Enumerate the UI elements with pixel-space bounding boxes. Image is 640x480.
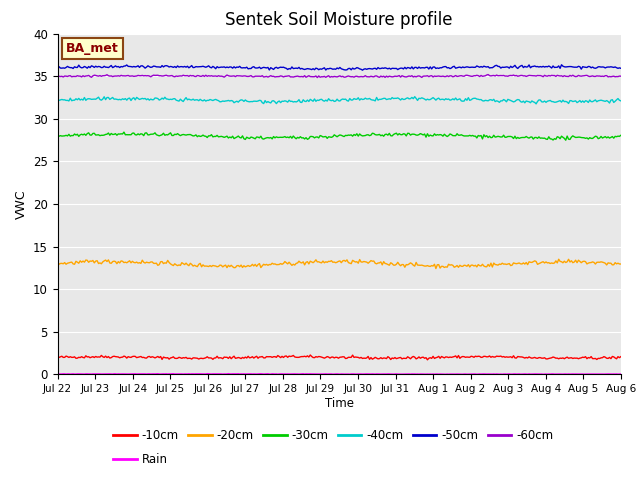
-10cm bbox=[424, 357, 431, 363]
-40cm bbox=[122, 96, 129, 101]
-50cm bbox=[122, 63, 129, 69]
-20cm bbox=[54, 263, 61, 268]
-60cm bbox=[465, 72, 472, 78]
-30cm bbox=[562, 137, 570, 143]
Rain bbox=[617, 371, 625, 377]
-30cm bbox=[410, 131, 417, 137]
Line: -40cm: -40cm bbox=[58, 96, 621, 104]
Title: Sentek Soil Moisture profile: Sentek Soil Moisture profile bbox=[225, 11, 453, 29]
-60cm bbox=[617, 73, 625, 79]
-60cm bbox=[276, 73, 284, 79]
-50cm bbox=[557, 62, 565, 68]
Rain bbox=[540, 372, 547, 377]
-30cm bbox=[54, 132, 61, 138]
-20cm bbox=[122, 259, 129, 265]
Line: -60cm: -60cm bbox=[58, 74, 621, 78]
-10cm bbox=[617, 354, 625, 360]
-30cm bbox=[617, 132, 625, 138]
-40cm bbox=[465, 95, 472, 100]
-10cm bbox=[54, 354, 61, 360]
-30cm bbox=[465, 133, 472, 139]
-60cm bbox=[410, 74, 417, 80]
X-axis label: Time: Time bbox=[324, 397, 354, 410]
Line: -20cm: -20cm bbox=[58, 259, 621, 268]
-10cm bbox=[276, 355, 284, 360]
-60cm bbox=[484, 72, 492, 77]
-40cm bbox=[461, 96, 469, 102]
-60cm bbox=[237, 73, 245, 79]
-10cm bbox=[122, 354, 129, 360]
-20cm bbox=[465, 262, 472, 267]
Line: -10cm: -10cm bbox=[58, 355, 621, 360]
-20cm bbox=[461, 263, 469, 268]
-60cm bbox=[314, 75, 321, 81]
-50cm bbox=[358, 67, 366, 73]
-50cm bbox=[617, 65, 625, 71]
-50cm bbox=[461, 64, 469, 70]
Line: -50cm: -50cm bbox=[58, 65, 621, 70]
-10cm bbox=[307, 352, 314, 358]
-50cm bbox=[54, 65, 61, 71]
-60cm bbox=[54, 73, 61, 79]
-50cm bbox=[237, 65, 245, 71]
-60cm bbox=[122, 73, 129, 79]
-60cm bbox=[461, 72, 469, 78]
-10cm bbox=[463, 354, 471, 360]
-20cm bbox=[617, 261, 625, 267]
-10cm bbox=[410, 354, 417, 360]
Rain bbox=[278, 371, 286, 377]
-40cm bbox=[237, 97, 245, 103]
-20cm bbox=[237, 262, 245, 268]
Text: BA_met: BA_met bbox=[66, 42, 119, 55]
Line: -30cm: -30cm bbox=[58, 132, 621, 140]
Rain bbox=[122, 371, 129, 377]
-40cm bbox=[408, 95, 416, 100]
Rain bbox=[239, 371, 246, 377]
-30cm bbox=[120, 129, 128, 135]
-10cm bbox=[237, 356, 245, 361]
-50cm bbox=[276, 64, 284, 70]
Y-axis label: VWC: VWC bbox=[15, 189, 28, 219]
-30cm bbox=[461, 133, 469, 139]
-50cm bbox=[465, 64, 472, 70]
-50cm bbox=[410, 66, 417, 72]
-40cm bbox=[532, 101, 540, 107]
-10cm bbox=[466, 354, 474, 360]
Rain bbox=[204, 371, 211, 376]
-40cm bbox=[411, 94, 419, 99]
Rain bbox=[461, 371, 469, 377]
Legend: Rain: Rain bbox=[109, 448, 172, 471]
-30cm bbox=[239, 133, 246, 139]
-20cm bbox=[408, 261, 416, 266]
Line: Rain: Rain bbox=[58, 373, 621, 374]
Rain bbox=[465, 371, 472, 377]
-20cm bbox=[432, 265, 440, 271]
-20cm bbox=[555, 256, 563, 262]
-20cm bbox=[276, 261, 284, 266]
-40cm bbox=[617, 98, 625, 104]
-40cm bbox=[54, 97, 61, 103]
Rain bbox=[54, 371, 61, 377]
-30cm bbox=[278, 134, 286, 140]
-30cm bbox=[123, 132, 131, 138]
-40cm bbox=[276, 100, 284, 106]
Rain bbox=[410, 371, 417, 377]
